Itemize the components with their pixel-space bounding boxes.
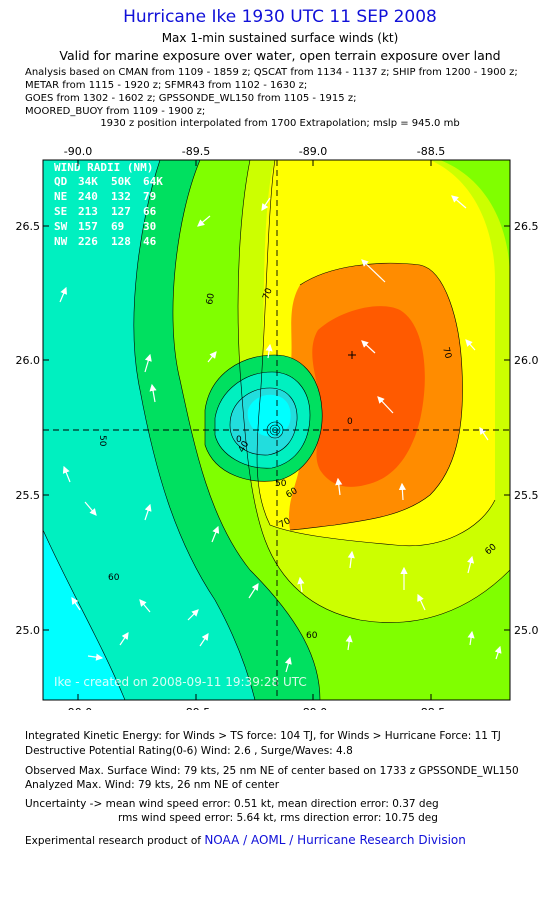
wind-contours: 60 70 70 50 60 60 60 60 50 0 40 0 70 bbox=[43, 160, 510, 700]
svg-text:46: 46 bbox=[143, 235, 157, 248]
svg-text:226: 226 bbox=[78, 235, 98, 248]
svg-text:240: 240 bbox=[78, 190, 98, 203]
created-stamp: Ike - created on 2008-09-11 19:39:28 UTC bbox=[54, 675, 307, 689]
x-tick-label: -88.5 bbox=[417, 706, 445, 710]
svg-text:34K: 34K bbox=[78, 175, 98, 188]
y-tick-label: 26.5 bbox=[16, 220, 41, 233]
contour-label: 70 bbox=[261, 287, 274, 301]
uncertainty-rms-line: rms wind speed error: 5.64 kt, rms direc… bbox=[118, 812, 438, 824]
y-tick-label: 25.5 bbox=[514, 489, 539, 502]
analysis-line: Analysis based on CMAN from 1109 - 1859 … bbox=[25, 67, 518, 78]
contour-lines bbox=[43, 160, 510, 700]
y-tick-label: 26.0 bbox=[514, 354, 539, 367]
y-tick-label: 25.0 bbox=[514, 624, 539, 637]
x-tick-label: -90.0 bbox=[64, 706, 92, 710]
y-tick-label: 25.5 bbox=[16, 489, 41, 502]
exposure-note: Valid for marine exposure over water, op… bbox=[59, 48, 501, 63]
x-tick-label: -89.5 bbox=[182, 706, 210, 710]
credit-line: Experimental research product of NOAA / … bbox=[25, 833, 466, 848]
wind-radii-row: NE 240 132 79 bbox=[54, 190, 156, 203]
eye-core bbox=[247, 394, 291, 437]
svg-text:NW: NW bbox=[54, 235, 68, 248]
contour-label: 0 bbox=[347, 417, 353, 427]
position-note: 1930 z position interpolated from 1700 E… bbox=[100, 118, 460, 129]
contour-label: 0 bbox=[236, 435, 242, 445]
svg-text:79: 79 bbox=[143, 190, 156, 203]
axis-ticks bbox=[43, 160, 510, 700]
svg-text:66: 66 bbox=[143, 205, 157, 218]
analyzed-max-line: Analyzed Max. Wind: 79 kts, 26 nm NE of … bbox=[25, 779, 280, 791]
axis-tick-labels: -90.0 -89.5 -89.0 -88.5 -90.0 -89.5 -89.… bbox=[16, 145, 539, 710]
wind-radii-row: NW 226 128 46 bbox=[54, 235, 157, 248]
uncertainty-line: Uncertainty -> mean wind speed error: 0.… bbox=[25, 798, 439, 810]
svg-text:132: 132 bbox=[111, 190, 131, 203]
wind-radii-table: WIND RADII (NM) QD 34K 50K 64K NE 240 13… bbox=[54, 161, 163, 248]
x-tick-label: -88.5 bbox=[417, 145, 445, 158]
contour-label: 60 bbox=[108, 573, 120, 583]
y-tick-label: 26.5 bbox=[514, 220, 539, 233]
wind-analysis-map: 60 70 70 50 60 60 60 60 50 0 40 0 70 bbox=[16, 145, 539, 710]
ike-line: Integrated Kinetic Energy: for Winds > T… bbox=[25, 730, 501, 742]
svg-text:127: 127 bbox=[111, 205, 131, 218]
contour-label: 70 bbox=[440, 346, 453, 360]
svg-text:SE: SE bbox=[54, 205, 67, 218]
contour-30-kt bbox=[43, 530, 125, 700]
analysis-sources: Analysis based on CMAN from 1109 - 1859 … bbox=[25, 66, 518, 118]
y-tick-label: 25.0 bbox=[16, 624, 41, 637]
wind-radii-row: SW 157 69 30 bbox=[54, 220, 156, 233]
svg-text:157: 157 bbox=[78, 220, 98, 233]
wind-radii-header: QD 34K 50K 64K bbox=[54, 175, 163, 188]
plot-frame bbox=[42, 159, 511, 701]
dpr-line: Destructive Potential Rating(0-6) Wind: … bbox=[25, 745, 353, 757]
observed-max-line: Observed Max. Surface Wind: 79 kts, 25 n… bbox=[25, 765, 519, 777]
center-crosshair bbox=[43, 160, 510, 700]
credit-prefix: Experimental research product of bbox=[25, 835, 205, 847]
svg-text:30: 30 bbox=[143, 220, 156, 233]
analysis-line: GOES from 1302 - 1602 z; GPSSONDE_WL150 … bbox=[25, 93, 357, 104]
svg-text:64K: 64K bbox=[143, 175, 163, 188]
y-tick-label: 26.0 bbox=[16, 354, 41, 367]
svg-text:QD: QD bbox=[54, 175, 68, 188]
analysis-line: METAR from 1115 - 1920 z; SFMR43 from 11… bbox=[25, 80, 308, 91]
contour-label: 50 bbox=[275, 479, 287, 489]
max-wind-marker bbox=[348, 351, 356, 359]
hrd-link[interactable]: NOAA / AOML / Hurricane Research Divisio… bbox=[204, 833, 466, 847]
x-tick-label: -89.0 bbox=[299, 145, 327, 158]
wind-vectors bbox=[59, 195, 502, 673]
wind-radii-title: WIND RADII (NM) bbox=[54, 161, 153, 174]
contour-40-kt bbox=[43, 160, 255, 700]
contour-90-kt bbox=[312, 306, 425, 487]
contour-label-group: 60 70 70 50 60 60 60 60 50 0 40 0 70 bbox=[97, 287, 499, 641]
svg-text:NE: NE bbox=[54, 190, 67, 203]
svg-text:SW: SW bbox=[54, 220, 68, 233]
x-tick-label: -90.0 bbox=[64, 145, 92, 158]
svg-text:128: 128 bbox=[111, 235, 131, 248]
contour-label: 60 bbox=[205, 292, 217, 305]
contour-label: 50 bbox=[97, 435, 107, 447]
svg-text:50K: 50K bbox=[111, 175, 131, 188]
contour-label: 60 bbox=[306, 631, 318, 641]
svg-text:213: 213 bbox=[78, 205, 98, 218]
x-tick-label: -89.0 bbox=[299, 706, 327, 710]
svg-text:69: 69 bbox=[111, 220, 124, 233]
wind-radii-row: SE 213 127 66 bbox=[54, 205, 157, 218]
map-title: Hurricane Ike 1930 UTC 11 SEP 2008 bbox=[123, 7, 437, 27]
analysis-line: MOORED_BUOY from 1109 - 1900 z; bbox=[25, 106, 206, 117]
map-subtitle: Max 1-min sustained surface winds (kt) bbox=[161, 31, 399, 45]
x-tick-label: -89.5 bbox=[182, 145, 210, 158]
